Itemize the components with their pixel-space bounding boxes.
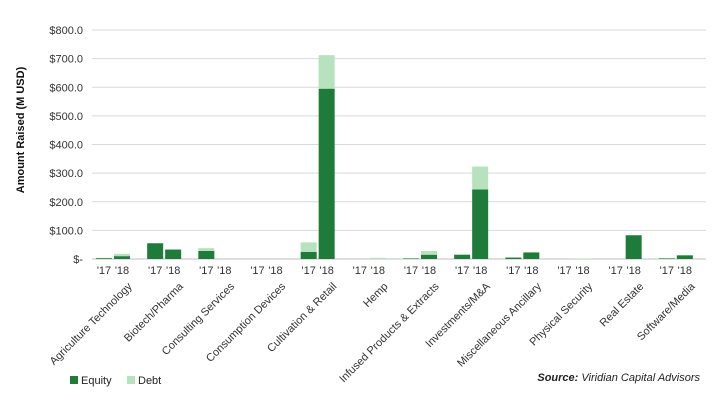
x-year-label: '17	[148, 265, 162, 277]
y-tick-label: $100.0	[49, 225, 83, 237]
bar-debt-2018	[114, 253, 130, 257]
y-tick-label: $800.0	[49, 25, 83, 37]
bar-equity-2017	[505, 257, 522, 259]
y-tick-label: $500.0	[49, 111, 83, 123]
bar-equity-2017	[147, 243, 164, 259]
bar-debt-2017	[300, 242, 317, 252]
x-category-label: Hemp	[361, 281, 390, 310]
bar-equity-2017	[658, 258, 675, 259]
bar-debt-2017	[198, 248, 215, 251]
legend-label-equity: Equity	[81, 375, 112, 387]
x-year-label: '17	[199, 265, 213, 277]
x-category-label: Agriculture Technology	[48, 280, 135, 367]
x-year-label: '18	[524, 265, 538, 277]
x-year-label: '17	[660, 265, 674, 277]
x-year-label: '18	[678, 265, 692, 277]
gridlines	[92, 29, 706, 260]
bar-debt-2018	[318, 55, 335, 89]
bar-equity-2018	[421, 254, 437, 259]
x-year-label: '18	[575, 265, 589, 277]
x-year-label: '18	[473, 265, 487, 277]
bar-equity-2018	[625, 235, 642, 259]
x-category-label: Infused Products & Extracts	[337, 280, 442, 385]
x-year-label: '18	[166, 265, 180, 277]
x-year-label: '17	[97, 265, 111, 277]
y-tick-label: $-	[73, 254, 83, 266]
x-year-label: '17	[455, 265, 469, 277]
legend: Equity Debt	[70, 375, 161, 387]
x-year-label: '17	[404, 265, 418, 277]
bar-equity-2017	[454, 254, 471, 259]
bar-equity-2017	[403, 258, 419, 259]
x-year-label: '17	[557, 265, 571, 277]
bar-debt-2018	[472, 166, 489, 190]
y-tick-label: $200.0	[49, 197, 83, 209]
y-tick-label: $700.0	[49, 54, 83, 66]
legend-swatch-equity	[70, 376, 78, 384]
bar-equity-2018	[523, 252, 540, 259]
bars	[96, 55, 693, 260]
bar-debt-2018	[574, 258, 591, 259]
x-year-label: '18	[217, 265, 231, 277]
x-year-label: '18	[422, 265, 436, 277]
bar-equity-2018	[472, 189, 489, 259]
y-axis-title: Amount Raised (M USD)	[15, 66, 27, 193]
y-axis: $- $100.0 $200.0 $300.0 $400.0 $500.0 $600.0 $7…	[49, 25, 83, 266]
x-year-label: '18	[115, 265, 129, 277]
x-year-label: '17	[250, 265, 264, 277]
x-year-label: '17	[506, 265, 520, 277]
x-year-label: '17	[608, 265, 622, 277]
source-note: Source: Viridian Capital Advisors	[537, 372, 700, 384]
x-year-label: '18	[626, 265, 640, 277]
x-year-label: '18	[319, 265, 333, 277]
x-year-label: '18	[268, 265, 282, 277]
bar-equity-2018	[318, 88, 335, 260]
y-tick-label: $600.0	[49, 82, 83, 94]
x-category-label: Real Estate	[598, 281, 647, 330]
x-year-label: '17	[301, 265, 315, 277]
legend-label-debt: Debt	[138, 375, 161, 387]
bar-equity-2017	[198, 250, 215, 259]
bar-equity-2017	[96, 258, 112, 259]
bar-equity-2018	[114, 256, 130, 259]
y-tick-label: $400.0	[49, 140, 83, 152]
x-year-label: '18	[371, 265, 385, 277]
bar-equity-2017	[300, 251, 317, 259]
source-label: Source:	[537, 372, 578, 384]
bar-equity-2018	[165, 249, 182, 259]
bar-debt-2018	[369, 257, 386, 259]
legend-swatch-debt	[127, 376, 135, 384]
x-year-label: '17	[353, 265, 367, 277]
bar-debt-2018	[421, 250, 437, 255]
y-tick-label: $300.0	[49, 168, 83, 180]
x-category-label: Miscellaneous Ancillary	[455, 280, 544, 369]
bar-equity-2018	[676, 255, 693, 259]
source-text: Viridian Capital Advisors	[578, 372, 700, 384]
